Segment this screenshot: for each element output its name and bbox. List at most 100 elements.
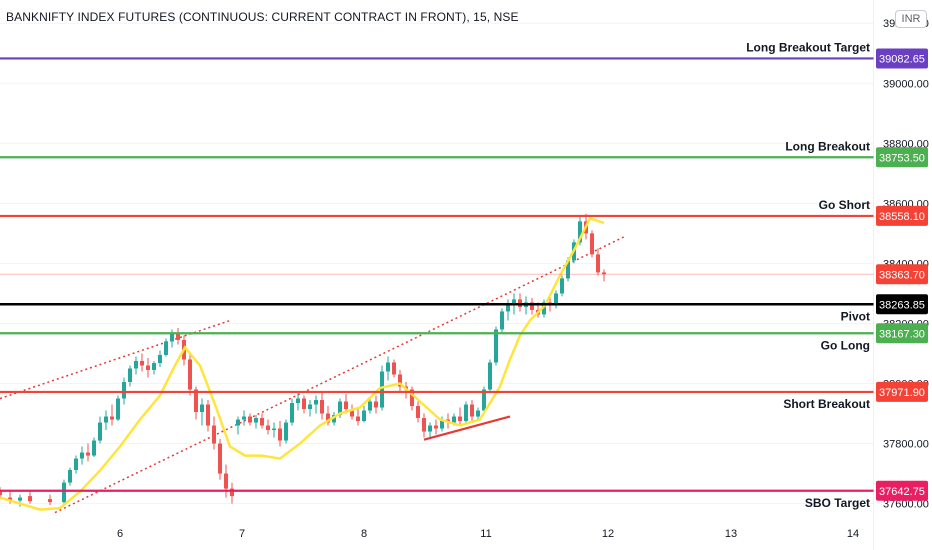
candle[interactable] <box>224 464 228 498</box>
candle[interactable] <box>596 248 600 276</box>
candle[interactable] <box>212 416 216 450</box>
candle[interactable] <box>272 422 276 438</box>
candle[interactable] <box>542 299 546 318</box>
candle-body <box>62 482 66 503</box>
currency-badge[interactable]: INR <box>895 10 927 28</box>
candle[interactable] <box>458 407 462 426</box>
level-price-badge[interactable] <box>876 48 928 69</box>
candle[interactable] <box>248 413 252 426</box>
candle[interactable] <box>200 398 204 426</box>
current-price-badge[interactable] <box>876 264 928 285</box>
price-tick-label: 39000.00 <box>883 78 929 90</box>
candle[interactable] <box>266 419 270 435</box>
candle[interactable] <box>530 297 534 315</box>
candle[interactable] <box>284 419 288 444</box>
candle[interactable] <box>290 398 294 426</box>
time-tick-label: 6 <box>117 528 123 540</box>
candle[interactable] <box>116 395 120 422</box>
candle[interactable] <box>0 487 2 498</box>
candle[interactable] <box>476 407 480 420</box>
candle[interactable] <box>92 437 96 458</box>
candle[interactable] <box>410 386 414 411</box>
candle-body <box>200 404 204 413</box>
time-tick-label: 12 <box>602 528 614 540</box>
price-grid <box>0 22 874 505</box>
candle[interactable] <box>98 416 102 444</box>
candle[interactable] <box>278 421 282 447</box>
level-price-badge[interactable] <box>876 381 928 402</box>
candle[interactable] <box>590 230 594 258</box>
candle[interactable] <box>164 338 168 357</box>
candle[interactable] <box>506 299 510 321</box>
candle[interactable] <box>416 401 420 423</box>
candle[interactable] <box>188 353 192 396</box>
candle[interactable] <box>500 308 504 333</box>
candle[interactable] <box>464 401 468 423</box>
candle[interactable] <box>152 360 156 375</box>
time-axis-ticks: 6 7 8 11 12 13 14 <box>117 528 859 540</box>
candle[interactable] <box>398 369 402 392</box>
candle[interactable] <box>602 269 606 282</box>
candle[interactable] <box>434 419 438 435</box>
candle[interactable] <box>146 357 150 378</box>
candle[interactable] <box>314 395 318 414</box>
channel-line[interactable] <box>0 319 233 400</box>
candle-body <box>176 333 180 340</box>
level-price-badge[interactable] <box>876 205 928 226</box>
candle[interactable] <box>134 356 138 375</box>
candle[interactable] <box>422 413 426 438</box>
candle[interactable] <box>48 494 52 506</box>
candle[interactable] <box>344 394 348 414</box>
candle[interactable] <box>86 443 90 462</box>
candle[interactable] <box>296 392 300 411</box>
candle-body <box>602 272 606 275</box>
candle[interactable] <box>140 353 144 372</box>
candle[interactable] <box>236 416 240 435</box>
candle[interactable] <box>428 422 432 438</box>
candle-body <box>48 499 52 503</box>
candle-body <box>350 409 354 417</box>
candle[interactable] <box>254 415 258 429</box>
level-price-badge[interactable] <box>876 480 928 501</box>
candle[interactable] <box>332 412 336 426</box>
candle[interactable] <box>386 356 390 381</box>
candle[interactable] <box>368 398 372 414</box>
candle[interactable] <box>176 327 180 345</box>
candle[interactable] <box>362 406 366 423</box>
level-price-badge[interactable] <box>876 294 928 315</box>
candle[interactable] <box>302 395 306 414</box>
candle-body <box>530 302 534 310</box>
candle[interactable] <box>218 439 222 480</box>
candle[interactable] <box>242 410 246 426</box>
candle[interactable] <box>560 275 564 297</box>
level-name: Pivot <box>841 309 870 323</box>
candle[interactable] <box>104 410 108 431</box>
candle[interactable] <box>320 392 324 420</box>
candle[interactable] <box>326 406 330 426</box>
candle[interactable] <box>158 350 162 367</box>
level-price-text: 38558.10 <box>879 211 925 223</box>
candle[interactable] <box>488 359 492 393</box>
candle-body <box>254 418 258 423</box>
candle[interactable] <box>350 404 354 420</box>
candle[interactable] <box>28 491 32 504</box>
level-price-badge[interactable] <box>876 323 928 344</box>
candle[interactable] <box>356 409 360 426</box>
candle[interactable] <box>470 400 474 423</box>
channel-line[interactable] <box>54 235 626 514</box>
candle[interactable] <box>374 395 378 414</box>
candle[interactable] <box>110 404 114 426</box>
candle[interactable] <box>206 400 210 432</box>
candle[interactable] <box>308 400 312 417</box>
candle[interactable] <box>128 365 132 387</box>
candle[interactable] <box>392 359 396 378</box>
candle-body <box>248 416 252 423</box>
candle[interactable] <box>74 455 78 474</box>
price-tick-label: 37600.00 <box>883 499 929 511</box>
candle[interactable] <box>230 482 234 504</box>
level-price-badge[interactable] <box>876 147 928 168</box>
candle[interactable] <box>80 446 84 465</box>
channel-lines <box>0 235 626 514</box>
candle[interactable] <box>260 413 264 429</box>
candle[interactable] <box>68 467 72 486</box>
